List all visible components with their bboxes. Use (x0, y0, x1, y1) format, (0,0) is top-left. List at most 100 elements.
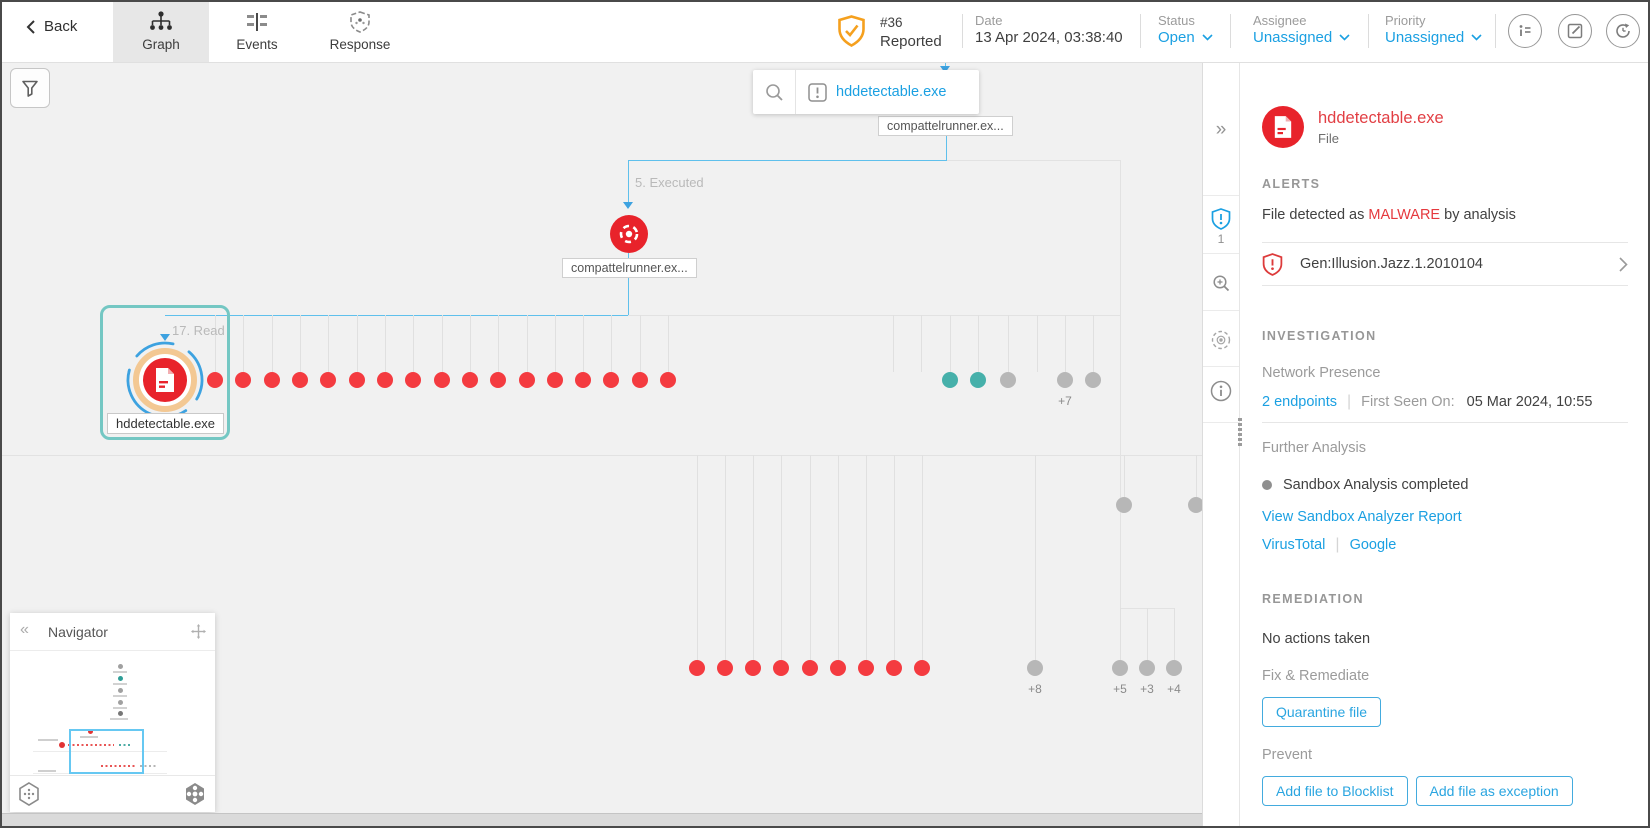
watch-eye-icon[interactable] (1203, 330, 1239, 350)
search-cell[interactable] (753, 70, 796, 114)
red-process-dot[interactable] (802, 660, 818, 676)
mini-dot-row (119, 744, 131, 746)
red-process-dot[interactable] (490, 372, 506, 388)
edge-thread (978, 315, 979, 372)
edit-notes-button[interactable] (1558, 14, 1592, 48)
red-process-dot[interactable] (886, 660, 902, 676)
chevron-down-icon (1202, 34, 1213, 41)
virustotal-link[interactable]: VirusTotal (1262, 537, 1326, 553)
group-count-badge: +4 (1167, 682, 1181, 696)
zoom-search-icon[interactable] (1203, 274, 1239, 293)
searched-node-name: hddetectable.exe (836, 84, 947, 100)
red-process-dot[interactable] (547, 372, 563, 388)
red-process-dot[interactable] (349, 372, 365, 388)
red-process-dot[interactable] (235, 372, 251, 388)
edge-thread (470, 315, 471, 372)
executed-process-node[interactable] (610, 215, 648, 253)
expand-nodes-hexagon-icon[interactable] (184, 782, 206, 806)
divider (1230, 14, 1231, 48)
red-process-dot[interactable] (773, 660, 789, 676)
red-process-dot[interactable] (830, 660, 846, 676)
history-refresh-button[interactable] (1606, 14, 1640, 48)
incident-details-button[interactable] (1508, 14, 1542, 48)
teal-process-dot[interactable] (970, 372, 986, 388)
node-label-selected-file[interactable]: hddetectable.exe (107, 413, 225, 434)
edge-thread (1037, 315, 1038, 372)
red-process-dot[interactable] (462, 372, 478, 388)
navigator-title: Navigator (48, 623, 108, 640)
status-dropdown[interactable]: Open (1158, 28, 1213, 47)
red-process-dot[interactable] (745, 660, 761, 676)
red-process-dot[interactable] (689, 660, 705, 676)
assignee-dropdown[interactable]: Unassigned (1253, 28, 1350, 47)
collapse-panel-icon[interactable]: » (1215, 119, 1227, 140)
back-button[interactable]: Back (26, 18, 77, 35)
collapse-nodes-hexagon-icon[interactable] (18, 782, 40, 806)
chevron-down-icon (1471, 34, 1482, 41)
red-process-dot[interactable] (207, 372, 223, 388)
panel-resize-handle[interactable] (1238, 418, 1242, 446)
divider: | (1346, 393, 1352, 410)
assignee-block: Assignee Unassigned (1253, 13, 1350, 47)
edge-thread (1196, 455, 1197, 497)
graph-search-bar[interactable]: hddetectable.exe (753, 70, 979, 114)
red-process-dot[interactable] (858, 660, 874, 676)
red-process-dot[interactable] (519, 372, 535, 388)
gray-process-dot[interactable] (1000, 372, 1016, 388)
gray-process-dot[interactable] (1112, 660, 1128, 676)
alerts-shield-icon[interactable] (1203, 208, 1239, 230)
node-label-executed-process[interactable]: compattelrunner.ex... (562, 258, 697, 278)
filter-button[interactable] (10, 68, 50, 108)
edge-line (628, 253, 629, 315)
gray-process-dot[interactable] (1139, 660, 1155, 676)
gray-process-dot[interactable] (1166, 660, 1182, 676)
red-process-dot[interactable] (434, 372, 450, 388)
navigator-minimap[interactable] (10, 651, 215, 777)
gray-process-dot[interactable] (1057, 372, 1073, 388)
edge-thread (442, 315, 443, 372)
side-rail: » 1 (1202, 62, 1242, 828)
graph-canvas[interactable]: +7 +8 +5 +3 +4 5. Executed 17. Read compatte… (0, 62, 1202, 828)
edge-line (946, 134, 947, 160)
tab-response[interactable]: Response (305, 0, 415, 62)
gray-process-dot[interactable] (1085, 372, 1101, 388)
chevron-left-icon (26, 19, 35, 34)
alert-detail-row[interactable]: Gen:Illusion.Jazz.1.2010104 (1262, 243, 1628, 285)
red-process-dot[interactable] (717, 660, 733, 676)
red-process-dot[interactable] (405, 372, 421, 388)
red-process-dot[interactable] (264, 372, 280, 388)
red-process-dot[interactable] (575, 372, 591, 388)
minimap-viewport-rect[interactable] (69, 729, 144, 774)
alert-count-badge: 1 (1217, 232, 1225, 246)
mini-red-node (88, 729, 93, 734)
quarantine-file-button[interactable]: Quarantine file (1262, 697, 1382, 727)
tab-graph[interactable]: Graph (113, 0, 209, 62)
red-process-dot[interactable] (603, 372, 619, 388)
date-label: Date (975, 13, 1003, 28)
red-process-dot[interactable] (292, 372, 308, 388)
red-process-dot[interactable] (377, 372, 393, 388)
red-process-dot[interactable] (914, 660, 930, 676)
teal-process-dot[interactable] (942, 372, 958, 388)
tab-events[interactable]: Events (209, 0, 305, 62)
add-to-blocklist-button[interactable]: Add file to Blocklist (1262, 776, 1408, 806)
endpoints-link[interactable]: 2 endpoints (1262, 394, 1337, 410)
priority-dropdown[interactable]: Unassigned (1385, 28, 1482, 47)
gray-process-dot[interactable] (1116, 497, 1132, 513)
node-label-hidden-parent[interactable]: compattelrunner.ex... (878, 116, 1013, 136)
red-process-dot[interactable] (320, 372, 336, 388)
google-link[interactable]: Google (1349, 537, 1397, 553)
gray-process-dot[interactable] (1027, 660, 1043, 676)
add-exception-button[interactable]: Add file as exception (1415, 776, 1573, 806)
red-process-dot[interactable] (632, 372, 648, 388)
collapse-navigator-icon[interactable]: « (20, 621, 29, 638)
alerts-heading: ALERTS (1262, 177, 1321, 191)
red-process-dot[interactable] (660, 372, 676, 388)
info-icon[interactable] (1203, 380, 1239, 402)
horizontal-scrollbar[interactable] (0, 813, 1202, 828)
gray-process-dot[interactable] (1188, 497, 1202, 513)
move-icon[interactable] (191, 624, 206, 639)
sandbox-report-link[interactable]: View Sandbox Analyzer Report (1262, 509, 1462, 525)
selected-file-node[interactable] (123, 338, 207, 422)
edge-thread (1147, 608, 1148, 660)
